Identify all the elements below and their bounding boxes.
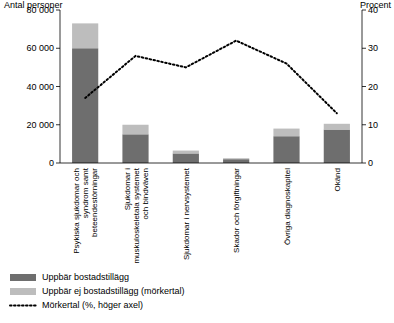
x-tick-label-line: syndrom samt xyxy=(81,167,90,218)
x-tick-label-line: muskuloskeletala systemet xyxy=(132,167,141,263)
x-tick-label: Psykiska sjukdomar ochsyndrom samtbeteen… xyxy=(72,167,99,254)
y-tick-label: 40 000 xyxy=(26,82,54,92)
x-tick-label-line: Skador och förgiftningar xyxy=(232,168,241,253)
line xyxy=(85,41,337,114)
x-tick-label-line: Sjukdomar i nervsystemet xyxy=(182,167,191,260)
legend-label: Uppbär bostadstillägg xyxy=(42,272,129,282)
legend-swatch xyxy=(10,288,36,295)
x-tick-label: Sjukdomar i nervsystemet xyxy=(182,167,191,260)
x-tick-label-line: beteendestörningar xyxy=(90,168,99,237)
y2-tick-label: 0 xyxy=(368,158,373,168)
x-tick-label: Övriga diagnoskapitel xyxy=(283,168,292,245)
bar xyxy=(122,125,148,135)
y-tick-label: 0 xyxy=(49,158,54,168)
y2-tick-label: 10 xyxy=(368,120,378,130)
y2-tick xyxy=(362,163,366,164)
x-tick-label-line: och bindväven xyxy=(141,168,150,220)
x-tick-label: Okänd xyxy=(333,168,342,192)
x-tick-label: Skador och förgiftningar xyxy=(232,168,241,253)
x-tick-label-line: Sjukdomar i xyxy=(123,168,132,210)
y2-tick xyxy=(362,48,366,49)
y2-tick-label: 40 xyxy=(368,5,378,15)
y2-axis xyxy=(362,10,363,163)
x-tick-label-line: Okänd xyxy=(333,168,342,192)
y2-tick-label: 30 xyxy=(368,43,378,53)
bar xyxy=(273,129,299,137)
x-tick-label-line: Övriga diagnoskapitel xyxy=(283,168,292,245)
x-tick-label: Sjukdomar imuskuloskeletala systemetoch … xyxy=(123,167,150,263)
bar xyxy=(223,159,249,163)
y-axis xyxy=(60,10,61,163)
y-tick xyxy=(56,163,60,164)
bar xyxy=(173,151,199,154)
legend-label: Uppbär ej bostadstillägg (mörkertal) xyxy=(42,286,185,296)
plot-marks xyxy=(72,23,350,163)
bar xyxy=(72,23,98,48)
bar xyxy=(324,124,350,130)
chart: Antal personerProcent020 00040 00060 000… xyxy=(0,0,394,323)
x-axis xyxy=(60,163,362,164)
y-tick-label: 60 000 xyxy=(26,43,54,53)
bar xyxy=(324,130,350,163)
bar xyxy=(72,48,98,163)
legend-swatch xyxy=(10,274,36,281)
y-tick-label: 80 000 xyxy=(26,5,54,15)
x-tick-label-line: Psykiska sjukdomar och xyxy=(72,168,81,254)
y-tick xyxy=(56,10,60,11)
legend-swatch xyxy=(10,305,36,307)
legend-label: Mörkertal (%, höger axel) xyxy=(42,300,143,310)
y-tick xyxy=(56,124,60,125)
bar xyxy=(223,158,249,160)
y2-tick xyxy=(362,86,366,87)
bar xyxy=(122,134,148,163)
y2-tick xyxy=(362,124,366,125)
y-tick-label: 20 000 xyxy=(26,120,54,130)
y-tick xyxy=(56,86,60,87)
y-tick xyxy=(56,48,60,49)
bar xyxy=(173,153,199,163)
bar xyxy=(273,136,299,163)
y2-tick xyxy=(362,10,366,11)
y2-tick-label: 20 xyxy=(368,82,378,92)
